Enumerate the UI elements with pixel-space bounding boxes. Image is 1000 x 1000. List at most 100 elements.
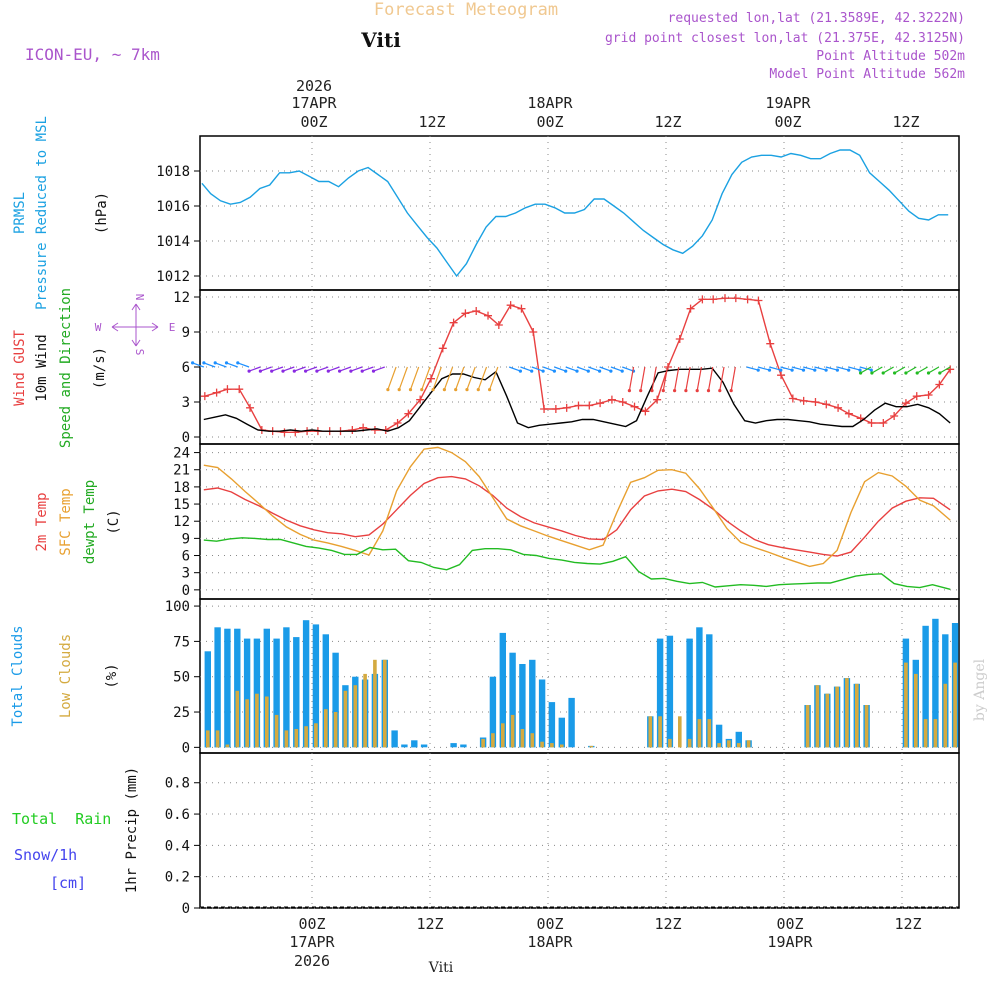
top-axis-label: 2026 — [296, 77, 332, 95]
gust-marker — [686, 304, 695, 313]
wind-arrow-head — [191, 361, 195, 365]
panel-clouds: 0 25 50 75 100 — [165, 598, 960, 756]
total-clouds-bar — [273, 638, 280, 748]
y-tick-label: 0 — [182, 740, 190, 756]
wind-direction-arrow — [260, 366, 272, 372]
total-clouds-bar — [214, 627, 221, 748]
chart-title: Forecast Meteogram — [374, 0, 558, 20]
wind-direction-arrow — [651, 366, 657, 391]
top-axis-label: 18APR — [527, 94, 573, 112]
gust-marker — [811, 398, 820, 406]
low-clouds-bar — [501, 723, 505, 748]
wind-direction-arrow — [508, 366, 521, 372]
wind-direction-arrow — [203, 362, 216, 368]
total-clouds-bar — [489, 676, 497, 748]
gust-marker — [416, 395, 425, 404]
wind-arrow-head — [859, 371, 863, 375]
top-axis-label: 19APR — [765, 94, 811, 112]
gust-marker — [540, 405, 549, 413]
compass-rose: W E N S — [95, 294, 176, 356]
wind-arrow-head — [779, 368, 783, 372]
low-clouds-bar — [255, 693, 259, 748]
wind-direction-arrow — [282, 366, 295, 372]
wind-arrow-head — [586, 369, 590, 373]
gust-marker — [551, 405, 560, 413]
bottom-axis-label: 12Z — [416, 915, 443, 933]
gust-marker — [822, 400, 831, 409]
temp-dewpt-ylabel: dewpt Temp — [82, 480, 98, 564]
gust-marker — [675, 335, 684, 343]
wind-arrow-head — [650, 389, 654, 393]
wind-direction-arrow — [860, 366, 872, 374]
low-clouds-bar — [678, 716, 682, 748]
model-label: ICON-EU, ~ 7km — [25, 45, 160, 64]
wind-arrow-head — [408, 388, 413, 392]
gust-marker — [901, 399, 910, 408]
wind-direction-arrow — [588, 366, 600, 372]
low-clouds-bar — [864, 705, 869, 748]
bottom-axis-label: 00Z — [776, 915, 803, 933]
gust-marker — [912, 392, 921, 401]
wind-arrow-head — [360, 369, 364, 373]
gust-marker — [517, 304, 526, 313]
wind-direction-arrow — [848, 366, 861, 371]
wind-arrow-head — [420, 388, 424, 392]
pressure-ylabel-short: PRMSL — [12, 192, 28, 234]
gust-marker — [596, 399, 605, 408]
gust-marker — [766, 339, 775, 348]
temp-unit: (C) — [106, 509, 122, 534]
model-altitude: Model Point Altitude 562m — [769, 67, 965, 82]
wind-direction-arrow — [707, 366, 714, 391]
wind-arrow-head — [915, 371, 919, 375]
low-clouds-bar — [363, 673, 367, 748]
wind-arrow-head — [926, 371, 931, 375]
low-clouds-bar — [206, 730, 210, 748]
temp-2m-ylabel: 2m Temp — [34, 492, 50, 551]
y-tick-label: 12 — [173, 290, 190, 306]
total-clouds-bar — [253, 638, 261, 748]
wind-direction-arrow — [248, 366, 261, 372]
clouds-unit: (%) — [104, 663, 120, 688]
wind-arrow-head — [870, 371, 874, 375]
wind-direction-arrow — [871, 366, 883, 374]
gust-marker — [506, 301, 515, 310]
wind-direction-arrow — [746, 366, 759, 371]
total-clouds-bar — [460, 744, 467, 748]
bottom-axis-label: 19APR — [767, 933, 813, 951]
pressure-unit: (hPa) — [94, 192, 110, 234]
total-clouds-bar — [224, 628, 231, 748]
footer-location: Viti — [428, 960, 454, 976]
total-clouds-bar — [538, 679, 546, 748]
low-clouds-bar — [737, 743, 741, 748]
low-clouds-bar — [953, 662, 957, 748]
gust-marker — [788, 394, 797, 403]
wind-direction-arrow — [610, 366, 623, 372]
wind-direction-arrow — [894, 366, 906, 374]
total-clouds-bar — [715, 724, 723, 748]
bottom-axis-label: 00Z — [536, 915, 563, 933]
wind-arrow-head — [258, 369, 262, 373]
low-clouds-bar — [914, 673, 918, 748]
gust-marker — [653, 395, 662, 404]
y-tick-label: 0.2 — [165, 870, 190, 886]
y-tick-label: 24 — [173, 446, 190, 462]
gust-marker — [246, 403, 255, 412]
total-clouds-bar — [529, 659, 536, 748]
total-clouds-bar — [922, 625, 929, 748]
y-tick-label: 1012 — [156, 269, 190, 285]
total-clouds-bar — [548, 702, 556, 748]
wind-arrow-head — [518, 369, 523, 373]
wind-arrow-head — [247, 369, 251, 373]
wind-direction-arrow — [916, 366, 928, 374]
low-clouds-bar — [845, 678, 849, 748]
gust-marker — [223, 385, 232, 394]
wind-direction-arrow — [305, 366, 318, 372]
gust-marker — [618, 398, 627, 406]
total-clouds-bar — [558, 717, 565, 748]
wind-direction-arrow — [373, 366, 385, 372]
y-tick-label: 0.8 — [165, 776, 190, 792]
wind-direction-arrow — [271, 366, 284, 372]
series-line-sfc-temp — [203, 446, 951, 568]
point-altitude: Point Altitude 502m — [816, 49, 965, 64]
